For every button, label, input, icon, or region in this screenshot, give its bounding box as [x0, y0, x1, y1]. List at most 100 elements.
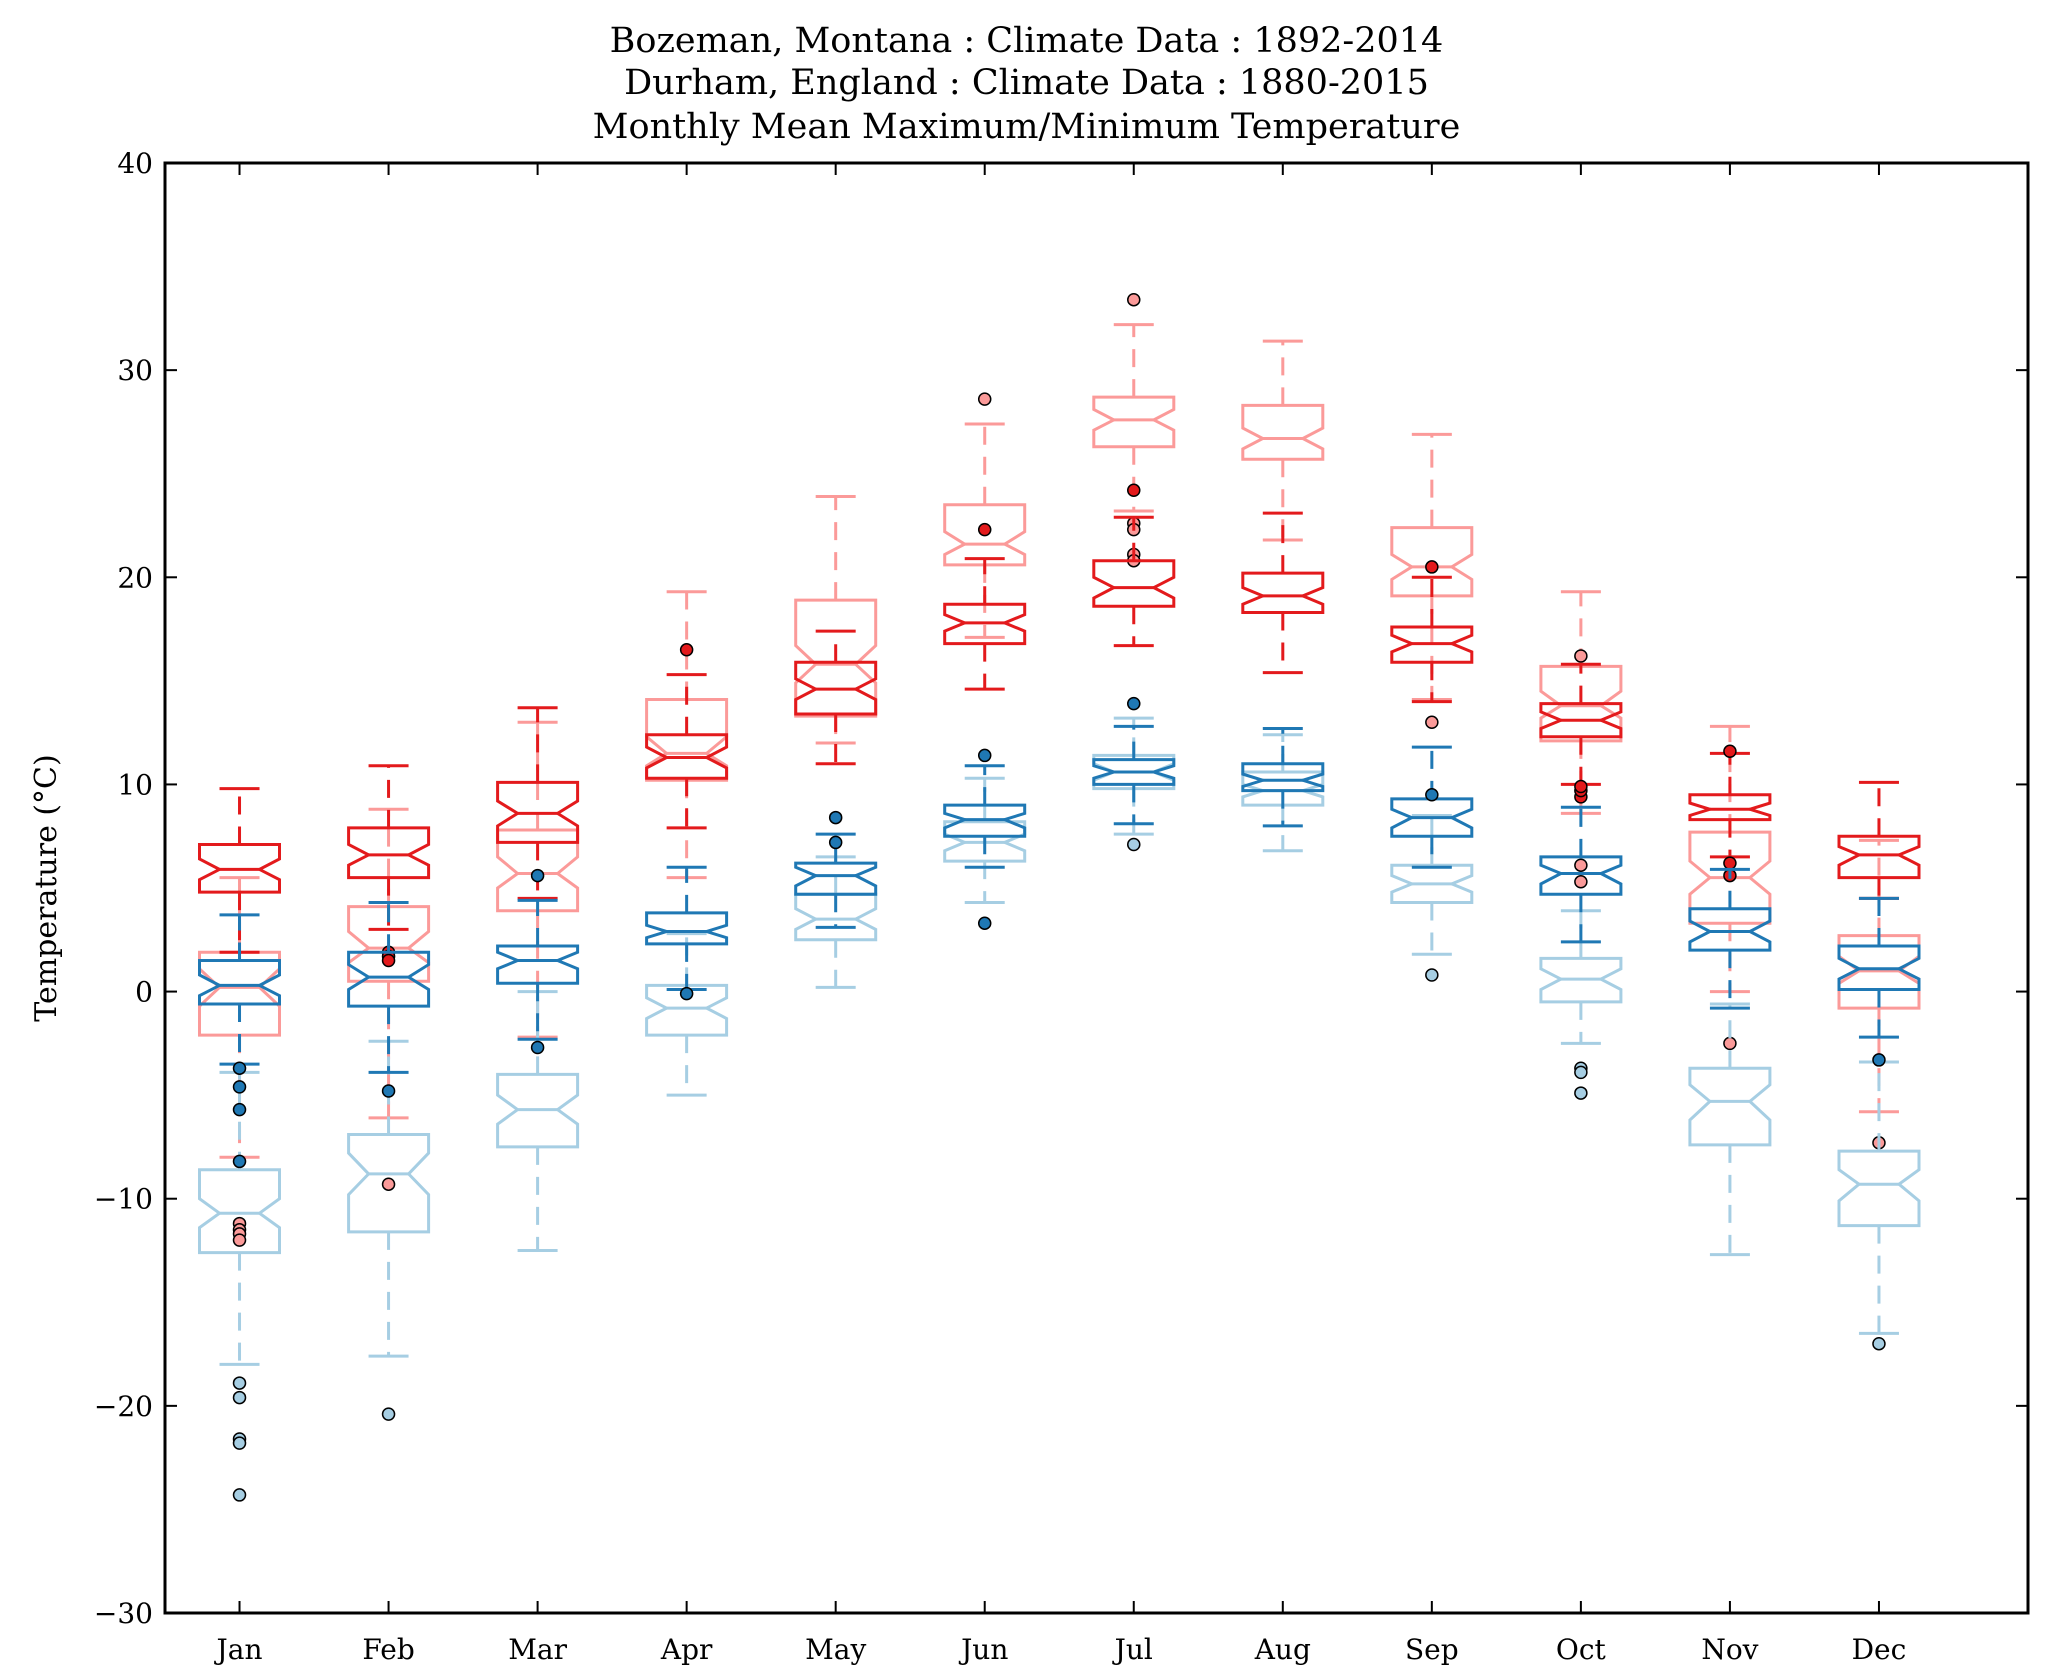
- box-body: [1092, 395, 1176, 449]
- box-flier: [232, 1390, 247, 1405]
- box-body: [1539, 956, 1623, 1004]
- box-body: [1688, 1066, 1772, 1147]
- box-flier: [232, 1080, 247, 1094]
- box-flier: [232, 1436, 247, 1450]
- box-body: [1688, 907, 1772, 952]
- box-flier: [232, 1061, 247, 1075]
- y-tick-label: 20: [117, 561, 153, 594]
- box-flier: [828, 810, 843, 825]
- x-tick-label: Feb: [362, 1633, 414, 1666]
- box-body: [198, 843, 281, 894]
- box-flier: [1723, 856, 1737, 870]
- box-flier: [1127, 483, 1141, 498]
- box-flier: [1425, 968, 1439, 982]
- box-flier: [977, 522, 992, 537]
- box-flier: [977, 916, 992, 930]
- x-tick-label: Sep: [1405, 1633, 1459, 1666]
- y-axis-label: Temperature (°C): [29, 754, 64, 1021]
- box-flier: [977, 392, 992, 406]
- y-tick-label: −20: [94, 1390, 153, 1423]
- box-body: [943, 803, 1027, 838]
- box-flier: [381, 1407, 396, 1421]
- box-body: [1837, 1149, 1921, 1228]
- box-body: [645, 911, 729, 946]
- box-body: [645, 733, 729, 780]
- box-flier: [1872, 1336, 1886, 1351]
- box-body: [943, 503, 1027, 567]
- box-body: [1837, 834, 1921, 880]
- x-tick-label: Mar: [508, 1633, 567, 1666]
- box-flier: [679, 986, 694, 1001]
- box-body: [1241, 762, 1325, 793]
- box-flier: [1574, 649, 1588, 663]
- box-flier: [1723, 1036, 1737, 1051]
- x-tick-label: Apr: [660, 1633, 713, 1666]
- box-flier: [232, 1376, 247, 1390]
- chart-title-line-3: Monthly Mean Maximum/Minimum Temperature: [592, 107, 1461, 147]
- box-body: [198, 959, 281, 1006]
- box-body: [1539, 702, 1623, 739]
- box-body: [1837, 934, 1921, 1010]
- box-body: [1688, 793, 1772, 822]
- box-body: [496, 780, 580, 844]
- box-flier: [381, 1177, 396, 1191]
- box-body: [645, 698, 729, 782]
- box-body: [1241, 571, 1325, 614]
- box-flier: [1425, 788, 1439, 802]
- box-body: [347, 1133, 431, 1234]
- box-flier: [679, 643, 694, 657]
- box-flier: [1127, 837, 1141, 852]
- box-flier: [1574, 1065, 1588, 1080]
- box-flier: [1574, 858, 1588, 872]
- y-tick-label: 0: [135, 976, 153, 1009]
- box-body: [1390, 526, 1474, 598]
- box-flier: [1127, 696, 1141, 711]
- box-body: [794, 598, 878, 718]
- box-body: [1092, 758, 1176, 786]
- y-tick-label: −30: [94, 1597, 153, 1630]
- box-body: [1837, 944, 1921, 991]
- box-flier: [1574, 779, 1588, 794]
- x-tick-label: Aug: [1254, 1633, 1311, 1666]
- box-body: [1241, 403, 1325, 461]
- box-body: [347, 950, 431, 1008]
- box-body: [1390, 625, 1474, 664]
- box-flier: [1723, 744, 1737, 759]
- box-body: [1092, 559, 1176, 608]
- box-flier: [1872, 1053, 1886, 1067]
- box-body: [1539, 855, 1623, 896]
- box-body: [1390, 797, 1474, 838]
- y-tick-label: 10: [117, 768, 153, 801]
- y-tick-label: 30: [117, 354, 153, 387]
- box-body: [347, 826, 431, 880]
- x-tick-label: Jan: [214, 1633, 263, 1666]
- x-tick-label: Jun: [958, 1633, 1008, 1666]
- x-tick-label: Nov: [1701, 1633, 1758, 1666]
- chart-title-line-2: Durham, England : Climate Data : 1880-20…: [624, 63, 1429, 103]
- box-body: [198, 950, 281, 1037]
- box-flier: [232, 1154, 247, 1169]
- box-flier: [530, 868, 545, 883]
- box-body: [496, 1072, 580, 1149]
- y-tick-label: 40: [117, 147, 153, 180]
- box-flier: [232, 1102, 247, 1117]
- y-tick-label: −10: [94, 1183, 153, 1216]
- box-body: [943, 602, 1027, 646]
- box-flier: [1574, 1086, 1588, 1100]
- box-flier: [1574, 875, 1588, 889]
- box-body: [794, 861, 878, 896]
- x-tick-label: Dec: [1852, 1633, 1907, 1666]
- box-flier: [381, 1084, 396, 1098]
- box-flier: [828, 835, 843, 850]
- box-body: [198, 1168, 281, 1255]
- box-body: [943, 820, 1027, 863]
- x-tick-label: May: [805, 1633, 866, 1666]
- box-flier: [1425, 560, 1439, 574]
- box-flier: [232, 1488, 247, 1502]
- box-flier: [977, 748, 992, 763]
- box-body: [1539, 664, 1623, 743]
- chart-title-line-1: Bozeman, Montana : Climate Data : 1892-2…: [609, 21, 1444, 61]
- axes-frame: [163, 161, 2030, 1615]
